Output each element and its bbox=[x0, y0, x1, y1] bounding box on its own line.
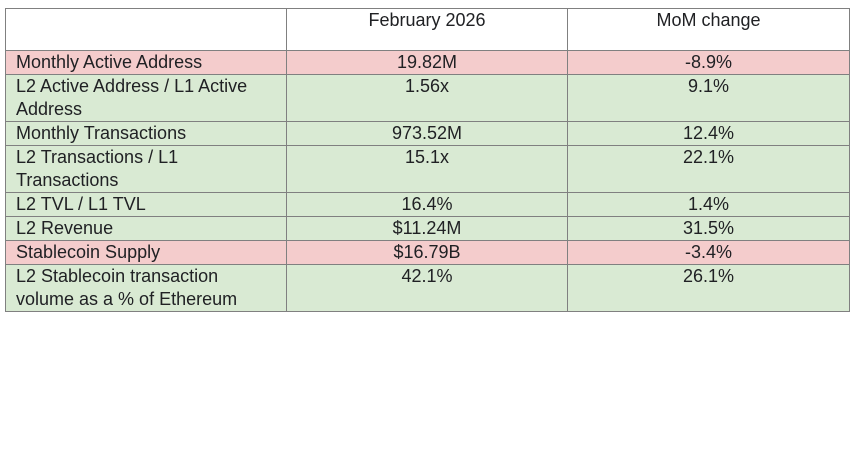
metric-label: L2 Transactions / L1 Transactions bbox=[5, 145, 287, 193]
metric-change: -8.9% bbox=[567, 50, 850, 75]
metric-change: 9.1% bbox=[567, 74, 850, 122]
metric-change: -3.4% bbox=[567, 240, 850, 265]
metric-label: L2 Active Address / L1 Active Address bbox=[5, 74, 287, 122]
table-row: Monthly Active Address 19.82M -8.9% bbox=[5, 50, 850, 75]
metric-value: 19.82M bbox=[286, 50, 568, 75]
header-period: February 2026 bbox=[286, 8, 568, 51]
metric-value: 973.52M bbox=[286, 121, 568, 146]
metric-label: L2 Stablecoin transaction volume as a % … bbox=[5, 264, 287, 312]
table-row: Stablecoin Supply $16.79B -3.4% bbox=[5, 240, 850, 265]
header-change: MoM change bbox=[567, 8, 850, 51]
metric-value: 16.4% bbox=[286, 192, 568, 217]
metric-change: 1.4% bbox=[567, 192, 850, 217]
header-row: February 2026 MoM change bbox=[5, 8, 850, 51]
metric-change: 22.1% bbox=[567, 145, 850, 193]
table-row: L2 Transactions / L1 Transactions 15.1x … bbox=[5, 145, 850, 193]
metric-change: 26.1% bbox=[567, 264, 850, 312]
metrics-table: February 2026 MoM change Monthly Active … bbox=[5, 8, 850, 312]
metric-label: Stablecoin Supply bbox=[5, 240, 287, 265]
metric-change: 12.4% bbox=[567, 121, 850, 146]
metric-value: 15.1x bbox=[286, 145, 568, 193]
header-metric bbox=[5, 8, 287, 51]
metric-label: Monthly Transactions bbox=[5, 121, 287, 146]
metric-label: Monthly Active Address bbox=[5, 50, 287, 75]
metric-label: L2 Revenue bbox=[5, 216, 287, 241]
metric-value: $11.24M bbox=[286, 216, 568, 241]
metric-value: 42.1% bbox=[286, 264, 568, 312]
metric-value: 1.56x bbox=[286, 74, 568, 122]
metric-value: $16.79B bbox=[286, 240, 568, 265]
table-row: L2 Stablecoin transaction volume as a % … bbox=[5, 264, 850, 312]
table-row: L2 Revenue $11.24M 31.5% bbox=[5, 216, 850, 241]
table-row: L2 Active Address / L1 Active Address 1.… bbox=[5, 74, 850, 122]
table-row: L2 TVL / L1 TVL 16.4% 1.4% bbox=[5, 192, 850, 217]
metric-change: 31.5% bbox=[567, 216, 850, 241]
metric-label: L2 TVL / L1 TVL bbox=[5, 192, 287, 217]
table-row: Monthly Transactions 973.52M 12.4% bbox=[5, 121, 850, 146]
